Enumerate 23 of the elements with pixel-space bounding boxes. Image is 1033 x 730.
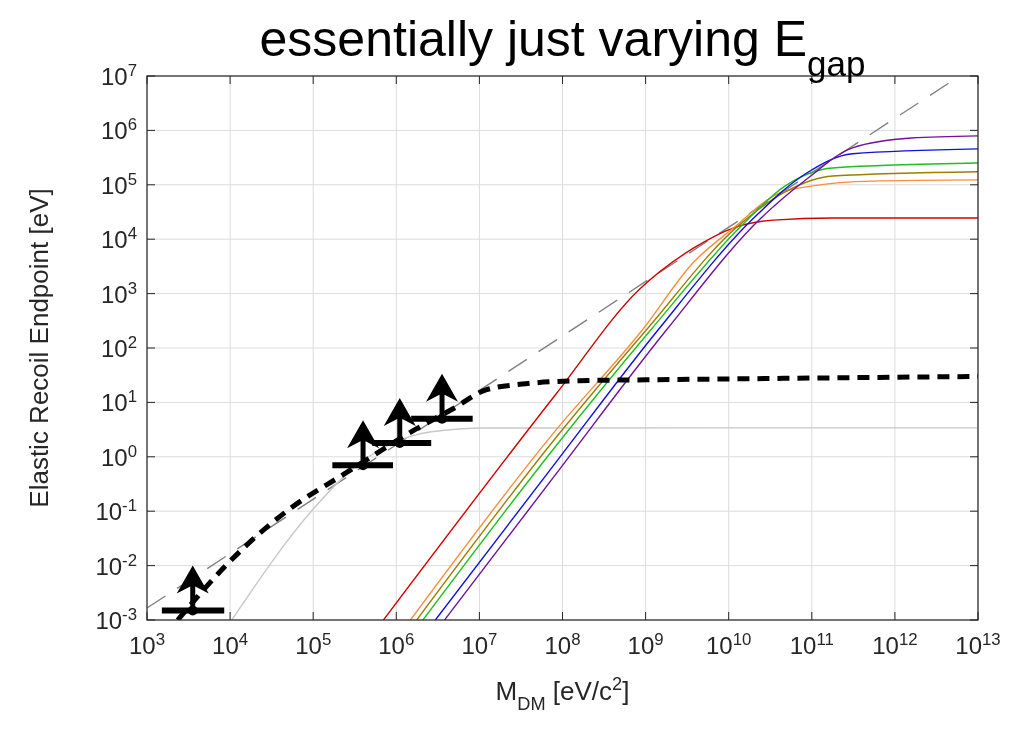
x-tick-label: 10$^{6}$ (378, 629, 415, 659)
y-tick-label: 10$^{-1}$ (95, 495, 137, 526)
y-tick-label: 10$^{4}$ (100, 223, 137, 254)
x-axis-title: M$_{DM}$ [eV/c$^{2}$] (495, 674, 630, 714)
x-tick-label: 10$^{13}$ (955, 629, 1001, 659)
y-tick-label: 10$^{5}$ (100, 169, 137, 199)
x-tick-label: 10$^{11}$ (789, 629, 834, 659)
x-tick-label: 10$^{12}$ (872, 629, 918, 659)
y-tick-label: 10$^{0}$ (100, 441, 137, 471)
y-tick-label: 10$^{1}$ (100, 386, 137, 417)
x-tick-label: 10$^{10}$ (706, 629, 752, 659)
x-tick-label: 10$^{9}$ (627, 629, 664, 659)
x-tick-label: 10$^{7}$ (461, 629, 498, 659)
x-tick-label: 10$^{5}$ (295, 629, 332, 659)
chart-title: essentially just varying E$_{gap}$ (259, 11, 866, 83)
y-tick-label: 10$^{7}$ (100, 60, 137, 90)
y-tick-label: 10$^{6}$ (100, 114, 137, 145)
x-tick-label: 10$^{8}$ (544, 629, 581, 659)
y-tick-label: 10$^{-2}$ (95, 550, 137, 580)
y-tick-label: 10$^{2}$ (100, 332, 137, 362)
y-tick-label: 10$^{3}$ (100, 278, 137, 308)
y-axis-title: Elastic Recoil Endpoint [eV] (24, 188, 54, 508)
x-tick-label: 10$^{4}$ (212, 629, 249, 659)
